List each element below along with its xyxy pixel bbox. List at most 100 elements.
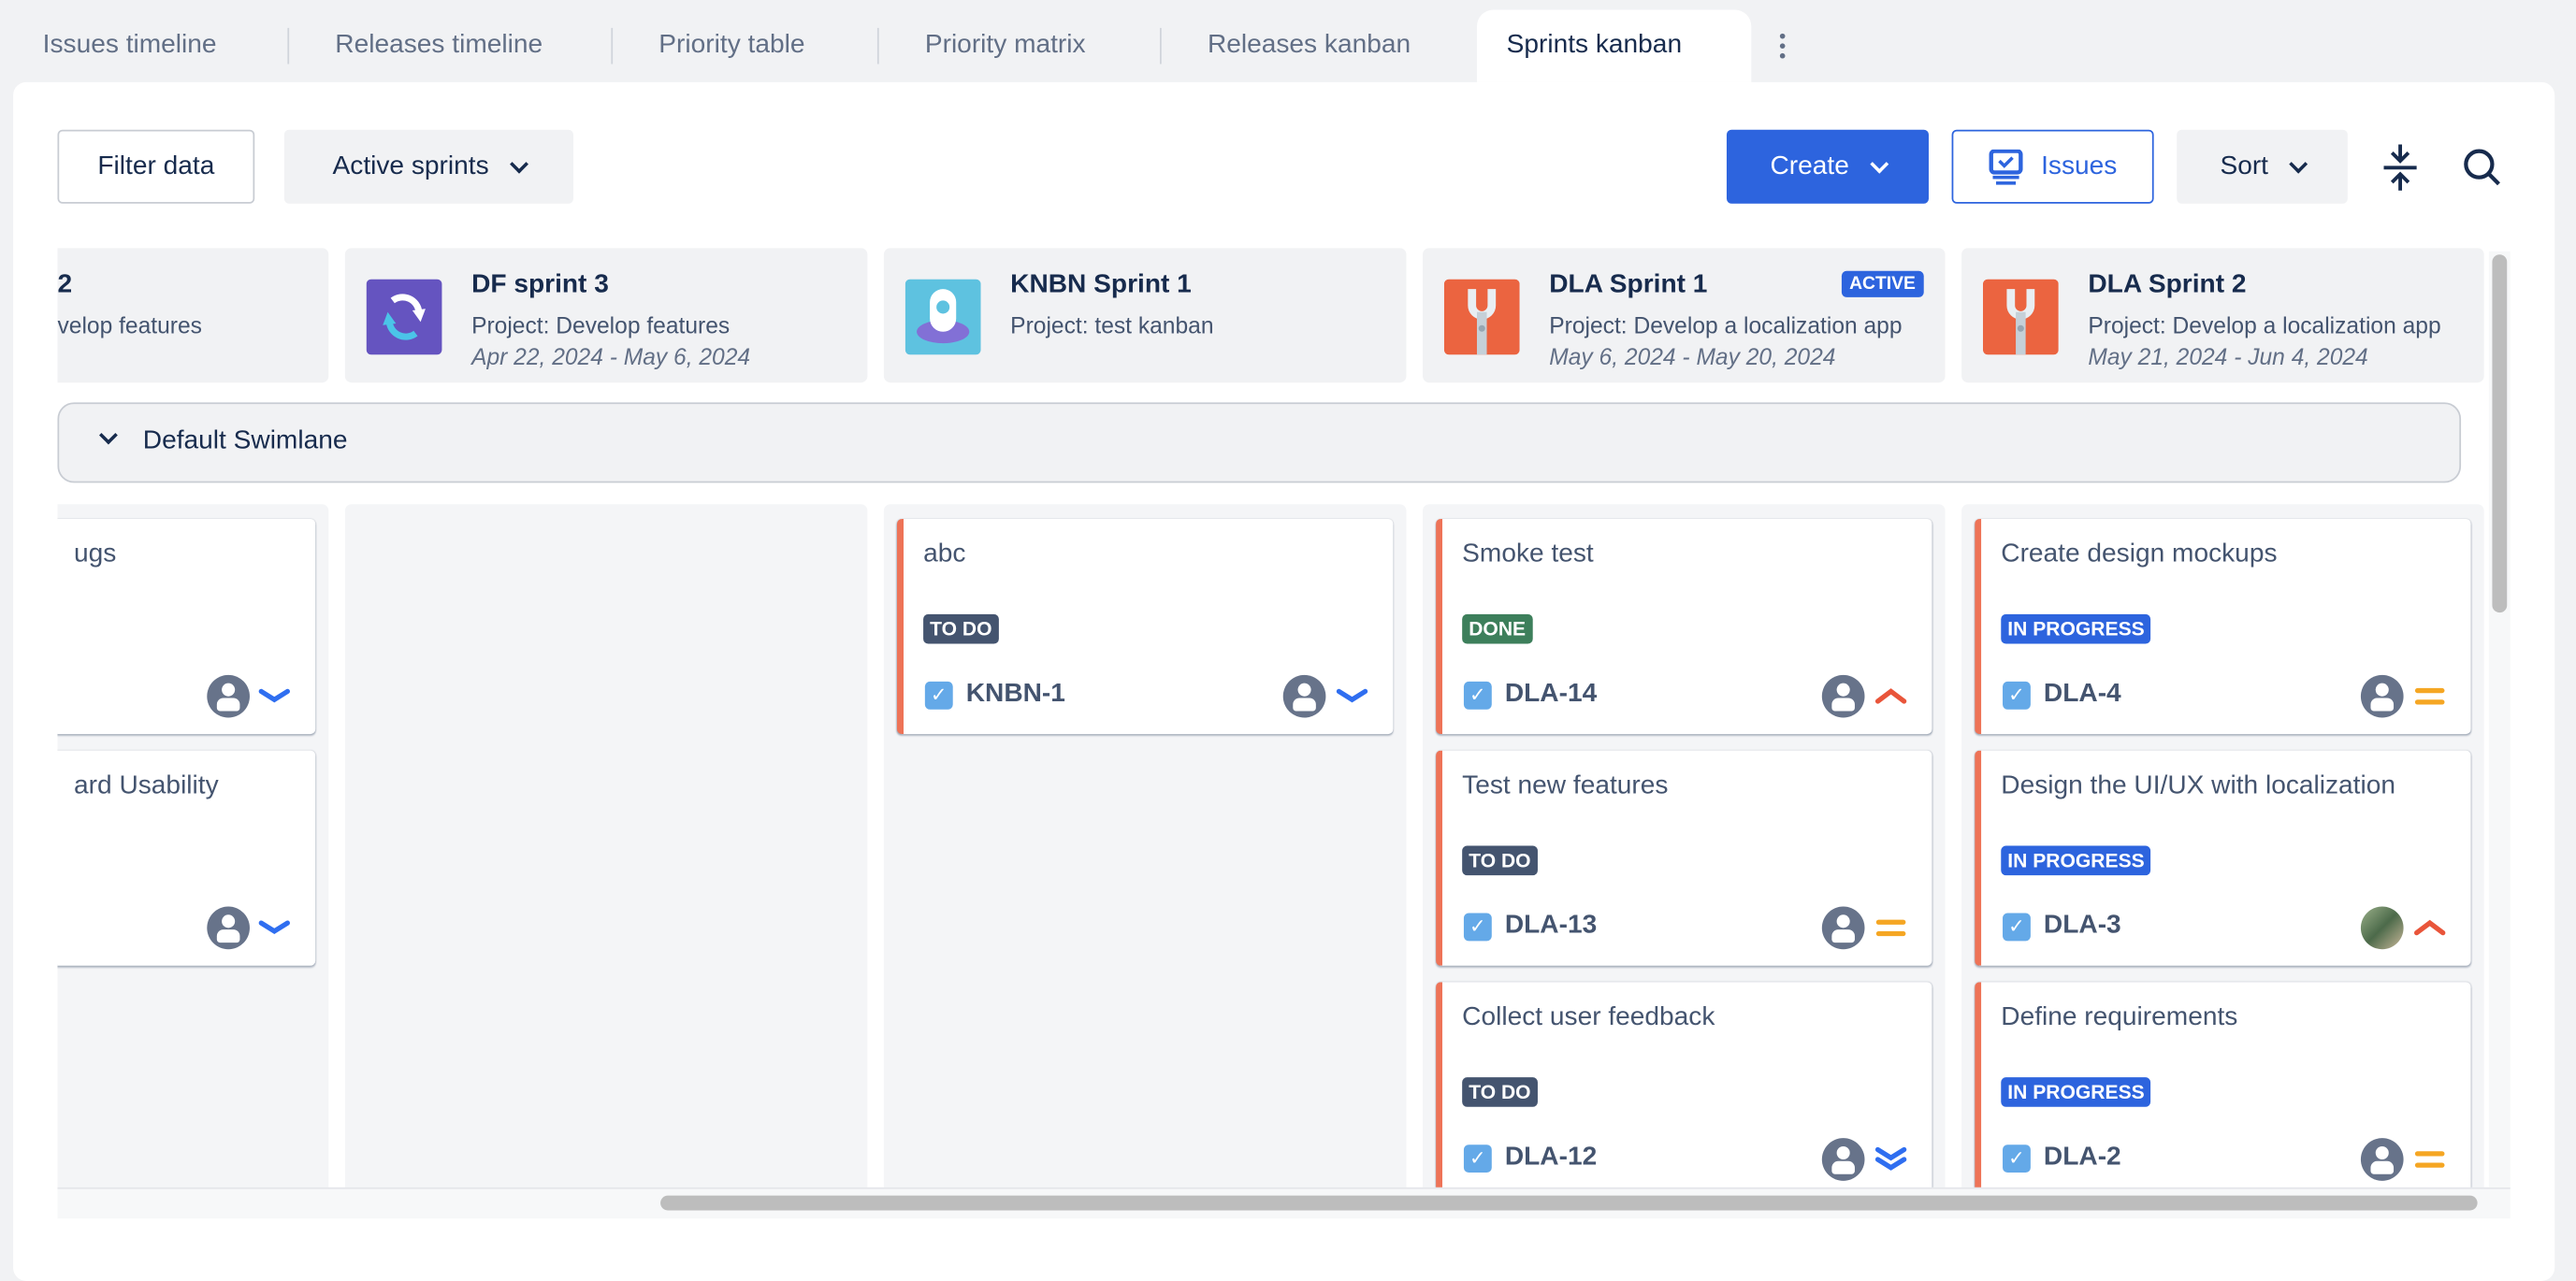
tab-divider — [1160, 27, 1162, 65]
tab-divider — [876, 27, 879, 65]
tab-sprints-kanban[interactable]: Sprints kanban — [1476, 9, 1752, 82]
sprint-dates: May 21, 2024 - Jun 4, 2024 — [2088, 343, 2368, 370]
sprint-header[interactable]: DLA Sprint 2 Project: Develop a localizat… — [1961, 248, 2484, 383]
assignee-avatar[interactable] — [1821, 1138, 1865, 1181]
assignee-avatar[interactable] — [1821, 906, 1865, 950]
sprint-header[interactable]: DF sprint 3 Project: Develop features Apr … — [344, 248, 868, 383]
sprint-dates: Apr 22, 2024 - May 6, 2024 — [471, 343, 751, 370]
more-tabs-kebab-icon[interactable] — [1771, 30, 1794, 63]
sprints-select[interactable]: Active sprints — [283, 129, 573, 204]
task-checkbox-icon: ✓ — [2003, 1144, 2031, 1173]
status-badge: TO DO — [1462, 1077, 1538, 1107]
sprint-title: DLA Sprint 2 — [2088, 270, 2247, 299]
issue-key[interactable]: DLA-2 — [2043, 1143, 2121, 1172]
sprint-project: Project: Develop a localization app — [2088, 311, 2441, 338]
issue-card[interactable]: Create design mockups IN PROGRESS ✓ DLA-4 — [1975, 519, 2471, 735]
issues-monitor-icon — [1990, 148, 2024, 184]
horizontal-scrollbar[interactable] — [57, 1187, 2511, 1219]
sprint-column: Create design mockups IN PROGRESS ✓ DLA-4 De… — [1961, 504, 2484, 1196]
filter-data-button[interactable]: Filter data — [57, 129, 255, 204]
task-checkbox-icon: ✓ — [1463, 1144, 1492, 1173]
issue-key[interactable]: DLA-3 — [2043, 911, 2121, 940]
sprint-column: abc TO DO ✓ KNBN-1 — [883, 504, 1407, 1196]
issue-card[interactable]: abc TO DO ✓ KNBN-1 — [896, 519, 1394, 735]
priority-high-icon — [2411, 914, 2448, 941]
assignee-avatar[interactable] — [2360, 906, 2404, 950]
sprint-column — [344, 504, 868, 1196]
assignee-avatar[interactable] — [207, 674, 250, 718]
tab-issues-timeline[interactable]: Issues timeline — [42, 31, 217, 60]
issues-label: Issues — [2041, 151, 2118, 180]
create-button[interactable]: Create — [1726, 129, 1929, 204]
chevron-down-icon — [1869, 153, 1889, 173]
sprint-header[interactable]: KNBN Sprint 1 Project: test kanban — [883, 248, 1407, 383]
issue-key[interactable]: DLA-14 — [1504, 680, 1598, 708]
sprint-title: DLA Sprint 1 — [1549, 270, 1708, 299]
chevron-down-icon — [98, 425, 118, 445]
issue-key[interactable]: DLA-13 — [1504, 911, 1598, 940]
issue-title: Create design mockups — [2001, 540, 2278, 569]
status-badge: DONE — [1462, 613, 1533, 644]
assignee-avatar[interactable] — [1821, 674, 1865, 718]
tab-priority-matrix[interactable]: Priority matrix — [924, 31, 1086, 60]
issue-card[interactable]: Test new features TO DO ✓ DLA-13 — [1436, 750, 1932, 966]
chevron-down-icon — [2288, 153, 2308, 173]
status-badge: TO DO — [923, 613, 999, 644]
horizontal-scrollbar-thumb[interactable] — [660, 1195, 2478, 1211]
assignee-avatar[interactable] — [2360, 1138, 2404, 1181]
issue-card[interactable]: Collect user feedback TO DO ✓ DLA-12 — [1436, 982, 1932, 1196]
assignee-avatar[interactable] — [2360, 674, 2404, 718]
issue-card[interactable]: ard Usability — [57, 750, 316, 966]
assignee-avatar[interactable] — [207, 906, 250, 950]
task-checkbox-icon: ✓ — [2003, 681, 2031, 710]
issue-title: Test new features — [1462, 771, 1669, 800]
sprint-header[interactable]: DLA Sprint 1 Project: Develop a localizat… — [1423, 248, 1946, 383]
tab-divider — [611, 27, 614, 65]
priority-medium-icon — [2411, 1146, 2448, 1173]
tab-releases-timeline[interactable]: Releases timeline — [335, 31, 543, 60]
wrench-icon — [1982, 279, 2059, 355]
sprints-select-value: Active sprints — [332, 151, 489, 180]
chevron-down-icon — [509, 153, 528, 173]
sort-button[interactable]: Sort — [2177, 129, 2348, 204]
issue-title: abc — [923, 540, 966, 569]
sprint-title: DF sprint 3 — [471, 270, 609, 299]
status-badge: IN PROGRESS — [2001, 613, 2151, 644]
issue-title: Smoke test — [1462, 540, 1594, 569]
swimlane-label: Default Swimlane — [142, 426, 348, 455]
status-badge: TO DO — [1462, 845, 1538, 876]
create-label: Create — [1770, 151, 1849, 180]
issue-key[interactable]: DLA-12 — [1504, 1143, 1598, 1172]
search-icon[interactable] — [2463, 148, 2502, 195]
tab-priority-table[interactable]: Priority table — [658, 31, 805, 60]
issue-card[interactable]: ugs — [57, 519, 316, 735]
sprint-title: KNBN Sprint 1 — [1010, 270, 1192, 299]
sprint-header[interactable]: 2 velop features — [57, 248, 329, 383]
issue-card[interactable]: Smoke test DONE ✓ DLA-14 — [1436, 519, 1932, 735]
swimlane-header[interactable]: Default Swimlane — [57, 402, 2462, 483]
priority-low-icon — [256, 914, 293, 941]
sprint-project: Project: Develop a localization app — [1549, 311, 1903, 338]
collapse-icon[interactable] — [2382, 143, 2419, 200]
status-badge: IN PROGRESS — [2001, 1077, 2151, 1107]
issue-card[interactable]: Define requirements IN PROGRESS ✓ DLA-2 — [1975, 982, 2471, 1196]
wrench-icon — [1443, 279, 1520, 355]
priority-medium-icon — [1873, 914, 1909, 941]
vertical-scrollbar-thumb[interactable] — [2492, 254, 2508, 613]
priority-low-icon — [256, 684, 293, 710]
assignee-avatar[interactable] — [1282, 674, 1326, 718]
issue-title: Collect user feedback — [1462, 1003, 1715, 1032]
task-checkbox-icon: ✓ — [924, 681, 953, 710]
priority-lowest-icon — [1873, 1146, 1909, 1173]
tab-divider — [287, 27, 290, 65]
filter-data-label: Filter data — [97, 151, 215, 180]
issue-title: ard Usability — [74, 771, 219, 800]
issue-card[interactable]: Design the UI/UX with localization IN PRO… — [1975, 750, 2471, 966]
vertical-scrollbar[interactable] — [2488, 251, 2511, 1187]
issues-button[interactable]: Issues — [1951, 129, 2154, 204]
issue-key[interactable]: DLA-4 — [2043, 680, 2121, 708]
issue-key[interactable]: KNBN-1 — [965, 680, 1065, 708]
tab-releases-kanban[interactable]: Releases kanban — [1207, 31, 1411, 60]
issue-title: Design the UI/UX with localization — [2001, 771, 2395, 800]
